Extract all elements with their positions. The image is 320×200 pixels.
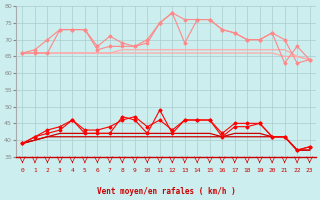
X-axis label: Vent moyen/en rafales ( km/h ): Vent moyen/en rafales ( km/h ) (97, 187, 236, 196)
